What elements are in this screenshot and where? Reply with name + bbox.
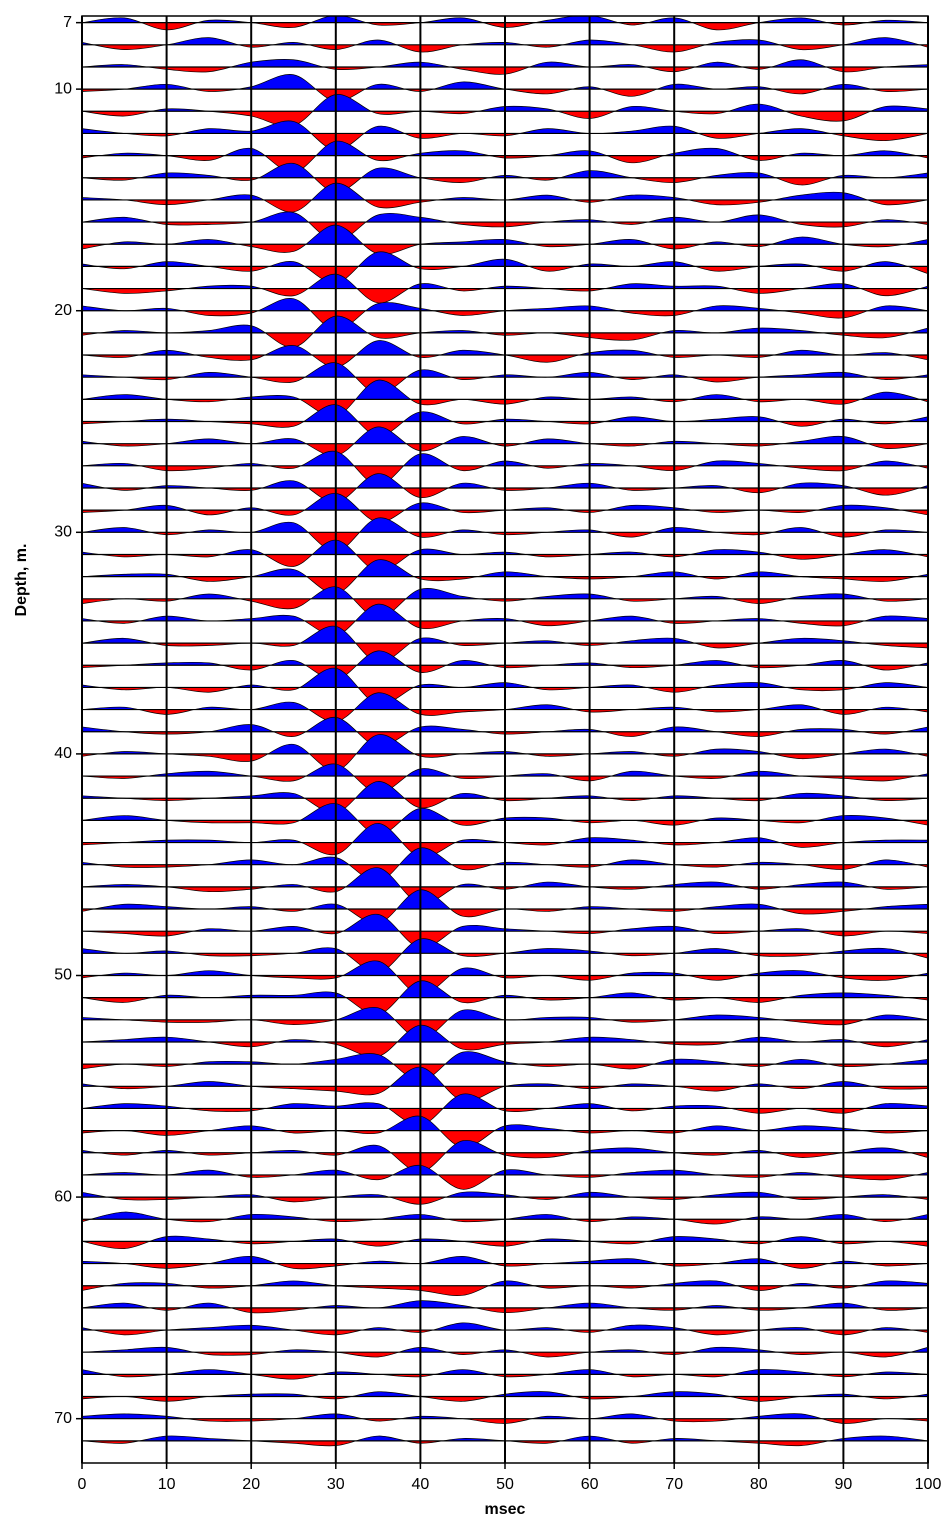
- x-tick-label: 10: [158, 1476, 176, 1493]
- positive-fill: [193, 914, 893, 932]
- positive-fill: [82, 540, 928, 555]
- negative-fill: [106, 1374, 866, 1380]
- negative-fill: [186, 1418, 928, 1424]
- positive-fill: [82, 781, 928, 799]
- y-tick-label: 50: [54, 967, 72, 984]
- negative-fill: [82, 598, 928, 618]
- negative-fill: [93, 1330, 928, 1335]
- positive-fill: [140, 163, 928, 178]
- x-tick-label: 100: [915, 1476, 942, 1493]
- positive-fill: [82, 211, 928, 223]
- positive-fill: [151, 94, 928, 112]
- positive-fill: [124, 823, 928, 843]
- positive-fill: [82, 298, 928, 311]
- positive-fill: [82, 1347, 928, 1353]
- y-axis-label: Depth, m.: [13, 544, 30, 617]
- negative-fill: [82, 288, 928, 303]
- negative-fill: [82, 1219, 928, 1225]
- negative-fill: [99, 1086, 928, 1102]
- negative-fill: [124, 133, 928, 151]
- positive-fill: [82, 1093, 928, 1109]
- positive-fill: [82, 59, 928, 67]
- positive-fill: [82, 141, 928, 156]
- negative-fill: [124, 310, 868, 330]
- positive-fill: [149, 1236, 829, 1242]
- negative-fill: [82, 776, 928, 793]
- positive-fill: [82, 183, 868, 200]
- negative-fill: [194, 1352, 911, 1358]
- positive-fill: [82, 604, 928, 621]
- positive-fill: [139, 340, 904, 356]
- negative-fill: [82, 1197, 928, 1205]
- x-tick-label: 90: [835, 1476, 853, 1493]
- positive-fill: [82, 473, 928, 488]
- positive-fill: [82, 1391, 928, 1397]
- negative-fill: [124, 1019, 865, 1040]
- negative-fill: [82, 244, 904, 255]
- negative-fill: [140, 465, 928, 486]
- negative-fill: [82, 1263, 928, 1269]
- positive-fill: [124, 493, 902, 511]
- negative-fill: [82, 421, 928, 436]
- plot-frame: [81, 15, 929, 1464]
- negative-fill: [82, 510, 928, 523]
- y-tick-label: 10: [54, 80, 72, 97]
- negative-fill: [166, 399, 928, 417]
- positive-fill: [82, 692, 928, 710]
- y-tick-label: 40: [54, 745, 72, 762]
- positive-fill: [82, 37, 928, 45]
- negative-fill: [82, 266, 928, 284]
- positive-fill: [124, 404, 928, 422]
- x-tick-label: 60: [581, 1476, 599, 1493]
- negative-fill: [82, 1440, 830, 1446]
- y-tick-label: 7: [63, 14, 72, 31]
- positive-fill: [82, 559, 928, 577]
- x-tick-label: 30: [327, 1476, 345, 1493]
- positive-fill: [82, 650, 928, 666]
- positive-fill: [82, 120, 928, 134]
- y-tick-label: 30: [54, 524, 72, 541]
- y-tick-label: 70: [54, 1410, 72, 1427]
- x-tick-label: 80: [750, 1476, 768, 1493]
- positive-fill: [82, 1256, 867, 1264]
- y-tick-label: 20: [54, 302, 72, 319]
- x-axis-label: msec: [485, 1501, 526, 1518]
- negative-fill: [82, 199, 928, 212]
- x-tick-label: 70: [665, 1476, 683, 1493]
- negative-fill: [82, 1064, 886, 1081]
- positive-fill: [82, 1007, 928, 1020]
- positive-fill: [82, 517, 928, 533]
- positive-fill: [82, 1116, 928, 1131]
- negative-fill: [99, 554, 928, 572]
- positive-fill: [82, 251, 908, 267]
- negative-fill: [82, 332, 928, 348]
- positive-fill: [82, 451, 928, 466]
- x-tick-label: 50: [496, 1476, 514, 1493]
- negative-fill: [166, 820, 928, 835]
- y-tick-label: 60: [54, 1188, 72, 1205]
- x-tick-label: 40: [412, 1476, 430, 1493]
- negative-fill: [166, 886, 928, 904]
- x-tick-label: 0: [78, 1476, 87, 1493]
- positive-fill: [82, 1191, 911, 1198]
- x-tick-label: 20: [242, 1476, 260, 1493]
- negative-fill: [124, 377, 913, 394]
- negative-fill: [208, 1041, 918, 1057]
